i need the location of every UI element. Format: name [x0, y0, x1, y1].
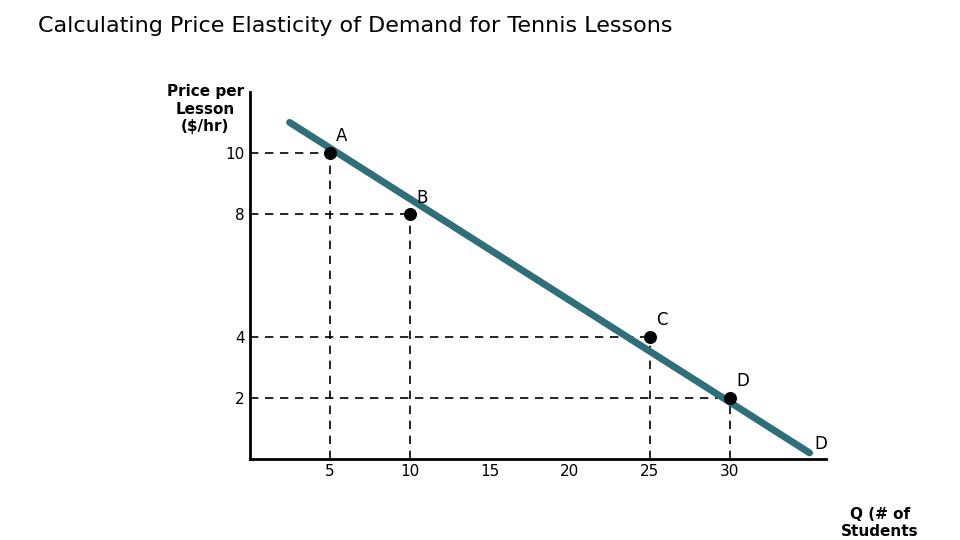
Point	[642, 332, 658, 341]
Text: A: A	[336, 127, 348, 145]
Point	[402, 210, 418, 219]
Point	[322, 148, 337, 157]
Text: Price per
Lesson
($/hr): Price per Lesson ($/hr)	[167, 84, 244, 134]
Text: D: D	[814, 435, 828, 453]
Text: D: D	[736, 372, 749, 390]
Text: C: C	[656, 311, 667, 329]
Text: Calculating Price Elasticity of Demand for Tennis Lessons: Calculating Price Elasticity of Demand f…	[38, 16, 673, 36]
Point	[722, 394, 737, 402]
Text: B: B	[416, 188, 427, 206]
Text: Q (# of
Students
per week): Q (# of Students per week)	[837, 507, 923, 540]
